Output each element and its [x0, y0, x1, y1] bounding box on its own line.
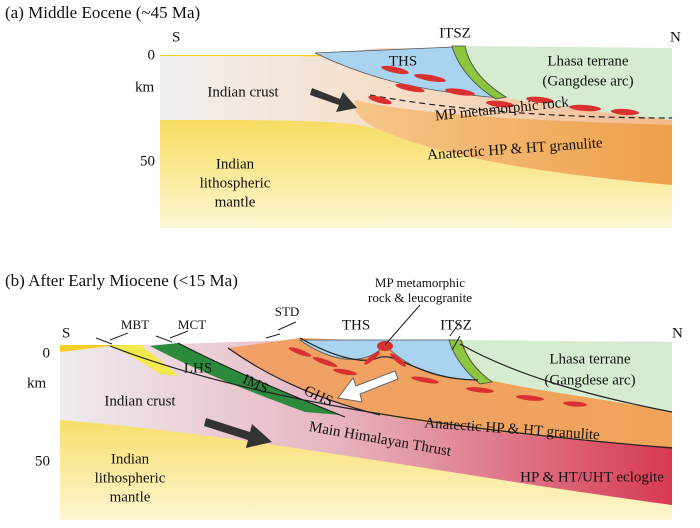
label: mantle — [110, 489, 151, 505]
label: (Gangdese arc) — [542, 73, 633, 89]
depth-tick: 0 — [148, 47, 156, 63]
ghs-line — [227, 347, 381, 416]
panel-title: (b) After Early Miocene (<15 Ma) — [5, 271, 238, 290]
label: MBT — [121, 317, 149, 332]
panel-b: (b) After Early Miocene (<15 Ma) S N 0 k… — [5, 271, 683, 520]
label: MP metamorphic — [375, 275, 465, 290]
direction: N — [672, 325, 683, 341]
label: Indian crust — [104, 393, 176, 409]
mht-line — [109, 345, 673, 449]
label: mantle — [215, 194, 256, 210]
itsz — [451, 45, 508, 100]
label: Indian crust — [207, 84, 279, 100]
arrow — [204, 418, 272, 448]
label: lithospheric — [95, 470, 166, 486]
label: Indian — [111, 451, 150, 467]
lhasa-line — [459, 343, 673, 413]
lenses — [288, 341, 587, 407]
granulite — [228, 338, 672, 447]
depth-tick: 0 — [43, 345, 51, 361]
label: Indian — [216, 156, 255, 172]
label: ITSZ — [440, 317, 472, 333]
label: Lhasa terrane — [549, 351, 631, 367]
leader — [384, 304, 421, 346]
panel-a: (a) Middle Eocene (~45 Ma) S N 0 km 50 T… — [5, 3, 681, 228]
label: ITSZ — [439, 25, 471, 41]
panel-title: (a) Middle Eocene (~45 Ma) — [5, 3, 200, 22]
label: rock & leucogranite — [368, 290, 472, 305]
std-line — [299, 337, 479, 381]
depth-unit: km — [27, 375, 47, 391]
itsz — [448, 339, 493, 385]
lenses — [368, 65, 639, 116]
direction: S — [62, 325, 70, 341]
arrow — [310, 88, 357, 112]
label: THS — [342, 317, 370, 333]
direction: N — [670, 29, 681, 45]
label: HP & HT/UHT eclogite — [520, 469, 664, 485]
lhasa — [462, 340, 672, 412]
boundary — [369, 94, 673, 119]
lhasa — [465, 46, 672, 120]
label: MCT — [178, 317, 206, 332]
direction: S — [172, 29, 180, 45]
label: THS — [389, 53, 417, 69]
label: STD — [275, 304, 300, 319]
arrow — [337, 370, 399, 403]
label: Lhasa terrane — [547, 53, 629, 69]
depth-tick: 50 — [140, 153, 155, 169]
fault-arrows — [95, 321, 461, 351]
label: lithospheric — [200, 175, 271, 191]
mct-line — [177, 342, 346, 418]
granulite — [354, 100, 672, 185]
label: LHS — [184, 360, 212, 376]
depth-tick: 50 — [35, 453, 50, 469]
depth-unit: km — [135, 79, 155, 95]
label: (Gangdese arc) — [544, 372, 635, 388]
